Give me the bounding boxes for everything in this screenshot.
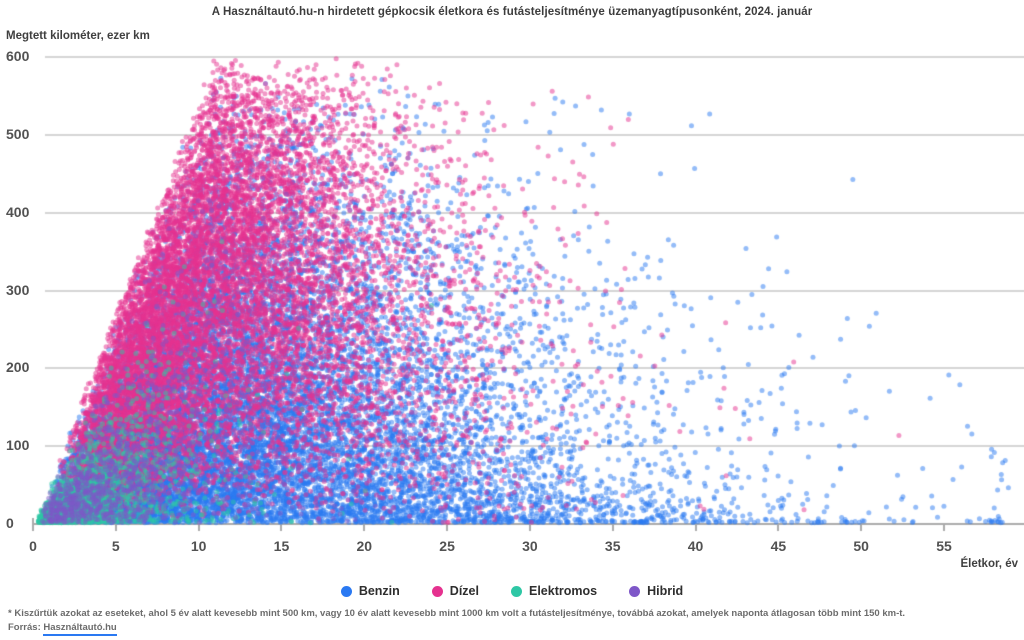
legend-label-benzin: Benzin (358, 584, 400, 598)
y-tick-label: 600 (6, 48, 30, 65)
source-link[interactable]: Használtautó.hu (43, 622, 117, 636)
x-tick-label: 45 (770, 538, 787, 554)
x-tick-label: 5 (111, 538, 120, 554)
x-tick-label: 40 (687, 538, 704, 554)
y-tick-label: 200 (6, 359, 30, 376)
legend-label-hibrid: Hibrid (647, 584, 684, 598)
x-tick-label: 15 (273, 538, 290, 554)
x-tick-label: 20 (356, 538, 373, 554)
y-tick-label: 500 (6, 126, 30, 142)
y-axis-label: Megtett kilométer, ezer km (6, 30, 150, 42)
x-axis-label: Életkor, év (960, 558, 1018, 570)
footnote: * Kiszűrtük azokat az eseteket, ahol 5 é… (8, 608, 906, 619)
legend-label-elektromos: Elektromos (528, 584, 598, 598)
y-tick-label: 300 (6, 281, 30, 298)
benzin-dot-icon (340, 585, 352, 597)
x-tick-label: 50 (853, 538, 869, 554)
legend-label-dizel: Dízel (449, 584, 479, 598)
elektromos-dot-icon (510, 585, 522, 597)
x-tick-label: 10 (190, 538, 207, 554)
dizel-dot-icon (431, 585, 443, 597)
x-tick-label: 35 (604, 538, 621, 554)
legend-item-dizel: Dízel (431, 584, 479, 598)
x-tick-label: 25 (439, 538, 455, 554)
legend-item-hibrid: Hibrid (629, 584, 683, 598)
x-tick-label: 0 (29, 538, 37, 554)
source-prefix: Forrás: (8, 622, 44, 633)
y-tick-label: 100 (6, 437, 30, 454)
legend-item-benzin: Benzin (340, 584, 400, 598)
y-tick-label: 400 (6, 203, 30, 220)
x-tick-label: 55 (936, 538, 952, 554)
legend: Benzin Dízel Elektromos Hibrid (0, 584, 1024, 598)
chart-title: A Használtautó.hu-n hirdetett gépkocsik … (211, 6, 813, 18)
y-tick-label: 0 (6, 515, 14, 531)
legend-item-elektromos: Elektromos (510, 584, 598, 598)
x-tick-label: 30 (522, 538, 538, 554)
hibrid-dot-icon (629, 585, 641, 597)
source-line: Forrás: Használtautó.hu (8, 622, 117, 636)
